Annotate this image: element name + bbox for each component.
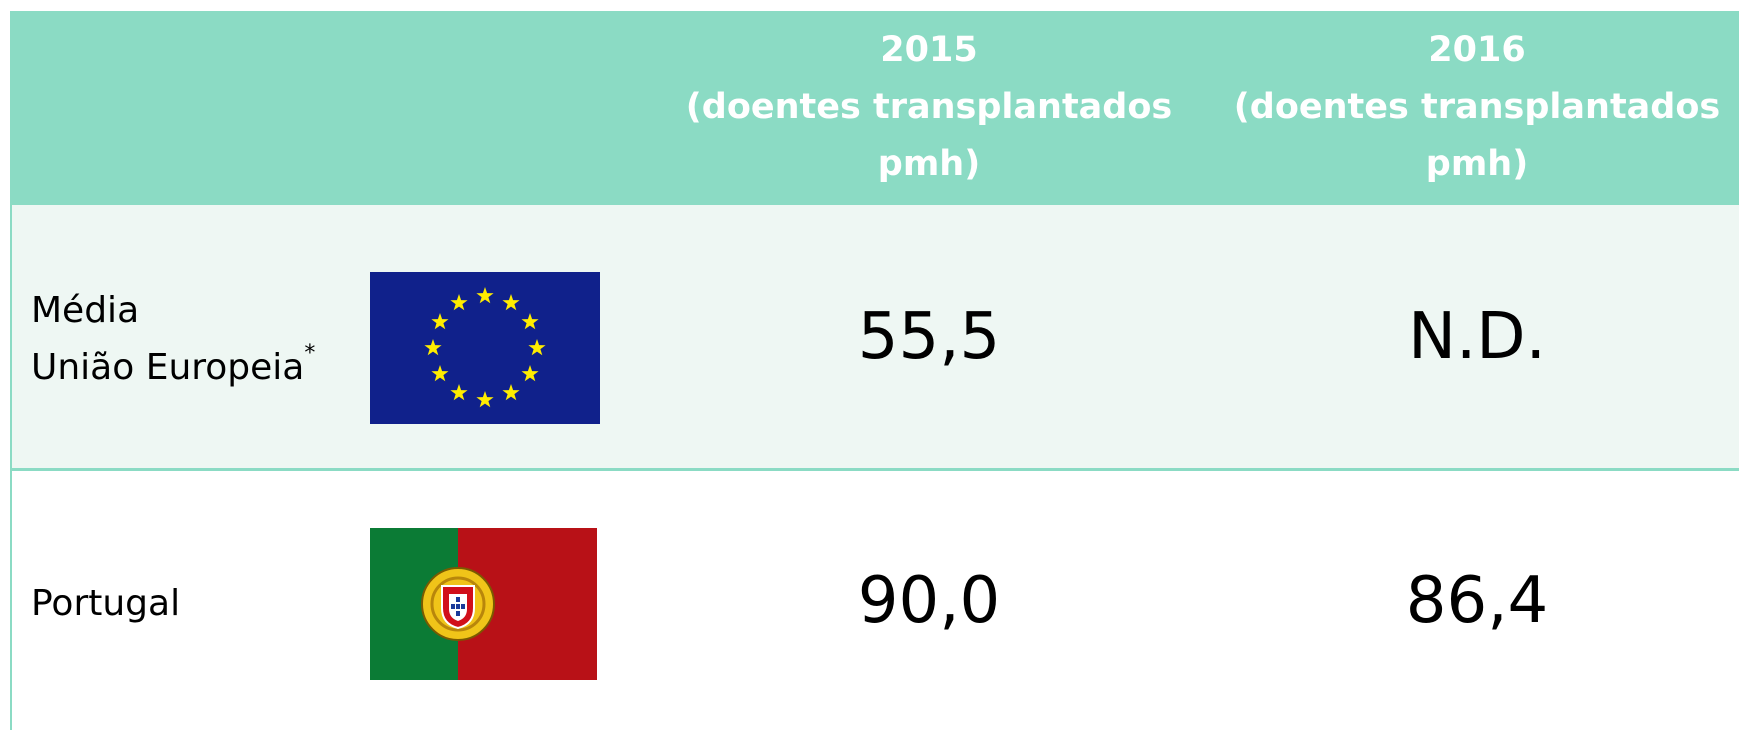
header-unit: (doentes transplantados	[1233, 87, 1721, 127]
cell-value: N.D.	[1408, 300, 1546, 374]
cell-value: 86,4	[1405, 564, 1549, 638]
column-header: 2016 (doentes transplantados pmh)	[1197, 22, 1739, 193]
header-year: 2015	[880, 30, 978, 70]
label-line: Média	[31, 290, 140, 331]
quinas	[451, 597, 465, 616]
star	[502, 384, 520, 401]
row-label: Portugal	[31, 575, 180, 632]
star	[521, 313, 539, 330]
star	[450, 384, 468, 401]
star	[424, 339, 442, 356]
header-year: 2016	[1428, 30, 1526, 70]
column-header: 2015 (doentes transplantados pmh)	[649, 22, 1209, 193]
label-text: União Europeia	[31, 347, 305, 388]
header-unit: (doentes transplantados	[685, 87, 1173, 127]
left-border	[10, 11, 12, 730]
row-label: Média União Europeia*	[31, 282, 315, 396]
star	[431, 313, 449, 330]
header-unit: pmh)	[877, 144, 981, 184]
portugal-flag	[370, 528, 597, 680]
armillary-ring	[430, 576, 486, 632]
header-band	[11, 11, 1739, 205]
star	[450, 294, 468, 311]
eu-flag	[370, 272, 600, 424]
header-unit: pmh)	[1425, 144, 1529, 184]
star	[502, 294, 520, 311]
cell-value: 55,5	[857, 300, 1001, 374]
label-line: União Europeia*	[31, 339, 315, 396]
star	[476, 391, 494, 408]
label-line: Portugal	[31, 583, 181, 624]
star	[431, 365, 449, 382]
star	[528, 339, 546, 356]
stars	[424, 287, 546, 408]
cell-value: 90,0	[857, 564, 1001, 638]
star	[521, 365, 539, 382]
row-separator	[11, 468, 1739, 471]
note-mark: *	[304, 341, 316, 366]
row-band	[11, 205, 1739, 469]
star	[476, 287, 494, 304]
